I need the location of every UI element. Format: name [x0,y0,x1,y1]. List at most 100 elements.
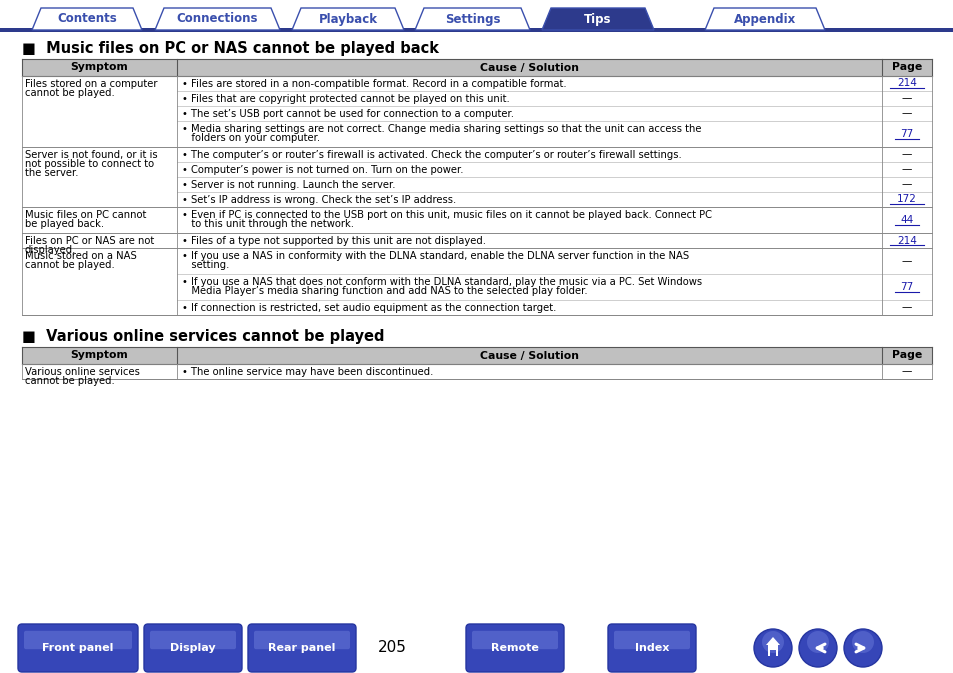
Bar [22,347,931,364]
FancyBboxPatch shape [144,624,242,672]
Bar [882,300,931,315]
Text: Display: Display [170,643,215,653]
Text: ■  Various online services cannot be played: ■ Various online services cannot be play… [22,329,384,344]
Text: • The set’s USB port cannot be used for connection to a computer.: • The set’s USB port cannot be used for … [182,109,514,119]
Bar [177,106,882,121]
Text: —: — [901,180,911,190]
Text: Playback: Playback [318,13,377,26]
Bar [177,248,882,274]
Text: 172: 172 [896,194,916,205]
Text: Page: Page [891,351,922,361]
Text: the server.: the server. [25,168,78,178]
Text: • Files that are copyright protected cannot be played on this unit.: • Files that are copyright protected can… [182,94,509,104]
Bar [22,364,177,379]
Text: Connections: Connections [176,13,258,26]
Text: be played back.: be played back. [25,219,104,229]
Text: 214: 214 [896,236,916,246]
Bar [882,76,931,91]
Text: • Server is not running. Launch the server.: • Server is not running. Launch the serv… [182,180,395,190]
Bar [882,91,931,106]
Text: • Computer’s power is not turned on. Turn on the power.: • Computer’s power is not turned on. Tur… [182,165,463,175]
Bar [22,59,931,76]
Text: —: — [901,108,911,118]
Text: cannot be played.: cannot be played. [25,260,114,270]
Text: • If connection is restricted, set audio equipment as the connection target.: • If connection is restricted, set audio… [182,303,556,313]
Bar [882,248,931,274]
Bar [22,76,177,147]
Bar [882,192,931,207]
Text: 77: 77 [900,129,913,139]
Bar [882,106,931,121]
Text: • Files of a type not supported by this unit are not displayed.: • Files of a type not supported by this … [182,236,485,246]
Polygon shape [292,8,403,30]
Polygon shape [415,8,530,30]
Polygon shape [32,8,142,30]
Text: Media Player’s media sharing function and add NAS to the selected play folder.: Media Player’s media sharing function an… [182,286,587,296]
Text: —: — [901,302,911,312]
Text: Symptom: Symptom [71,351,129,361]
Text: cannot be played.: cannot be played. [25,88,114,98]
Bar [22,147,177,207]
Text: setting.: setting. [182,260,229,270]
Circle shape [843,629,882,667]
Bar [177,364,882,379]
Text: • Files are stored in a non-compatible format. Record in a compatible format.: • Files are stored in a non-compatible f… [182,79,566,89]
Polygon shape [765,637,780,656]
Bar [882,364,931,379]
Text: Page: Page [891,63,922,73]
Bar [882,147,931,162]
Bar [22,233,177,248]
Text: —: — [901,149,911,160]
Bar [0,28,953,32]
Text: 44: 44 [900,215,913,225]
Bar [177,121,882,147]
Text: Remote: Remote [491,643,538,653]
Circle shape [761,631,783,653]
Text: • If you use a NAS in conformity with the DLNA standard, enable the DLNA server : • If you use a NAS in conformity with th… [182,251,688,261]
Text: • Even if PC is connected to the USB port on this unit, music files on it cannot: • Even if PC is connected to the USB por… [182,210,711,220]
Polygon shape [704,8,824,30]
Text: Settings: Settings [444,13,499,26]
Bar [177,233,882,248]
Text: Contents: Contents [57,13,117,26]
Text: Files stored on a computer: Files stored on a computer [25,79,157,89]
Bar [177,207,882,233]
Bar [882,121,931,147]
Text: 77: 77 [900,282,913,292]
Text: • The computer’s or router’s firewall is activated. Check the computer’s or rout: • The computer’s or router’s firewall is… [182,150,681,160]
FancyBboxPatch shape [18,624,138,672]
Text: —: — [901,94,911,104]
Text: Files on PC or NAS are not: Files on PC or NAS are not [25,236,154,246]
Text: cannot be played.: cannot be played. [25,376,114,386]
Circle shape [799,629,836,667]
Text: to this unit through the network.: to this unit through the network. [182,219,354,229]
Bar [882,274,931,300]
Text: • If you use a NAS that does not conform with the DLNA standard, play the music : • If you use a NAS that does not conform… [182,277,701,287]
Text: folders on your computer.: folders on your computer. [182,133,320,143]
Bar [22,248,177,315]
FancyBboxPatch shape [607,624,696,672]
Bar [882,162,931,177]
Text: Front panel: Front panel [42,643,113,653]
FancyBboxPatch shape [150,631,235,649]
Text: 205: 205 [377,641,406,656]
Circle shape [753,629,791,667]
Text: —: — [901,164,911,174]
Bar [177,177,882,192]
FancyBboxPatch shape [614,631,689,649]
Bar [22,207,177,233]
Bar [177,91,882,106]
FancyBboxPatch shape [253,631,350,649]
Bar [177,162,882,177]
Text: Symptom: Symptom [71,63,129,73]
FancyBboxPatch shape [248,624,355,672]
FancyBboxPatch shape [465,624,563,672]
Text: Various online services: Various online services [25,367,140,377]
Text: Music stored on a NAS: Music stored on a NAS [25,251,136,261]
Text: • The online service may have been discontinued.: • The online service may have been disco… [182,367,433,377]
Bar [882,233,931,248]
FancyBboxPatch shape [472,631,558,649]
Text: Tips: Tips [583,13,611,26]
Polygon shape [154,8,280,30]
Text: —: — [901,256,911,266]
